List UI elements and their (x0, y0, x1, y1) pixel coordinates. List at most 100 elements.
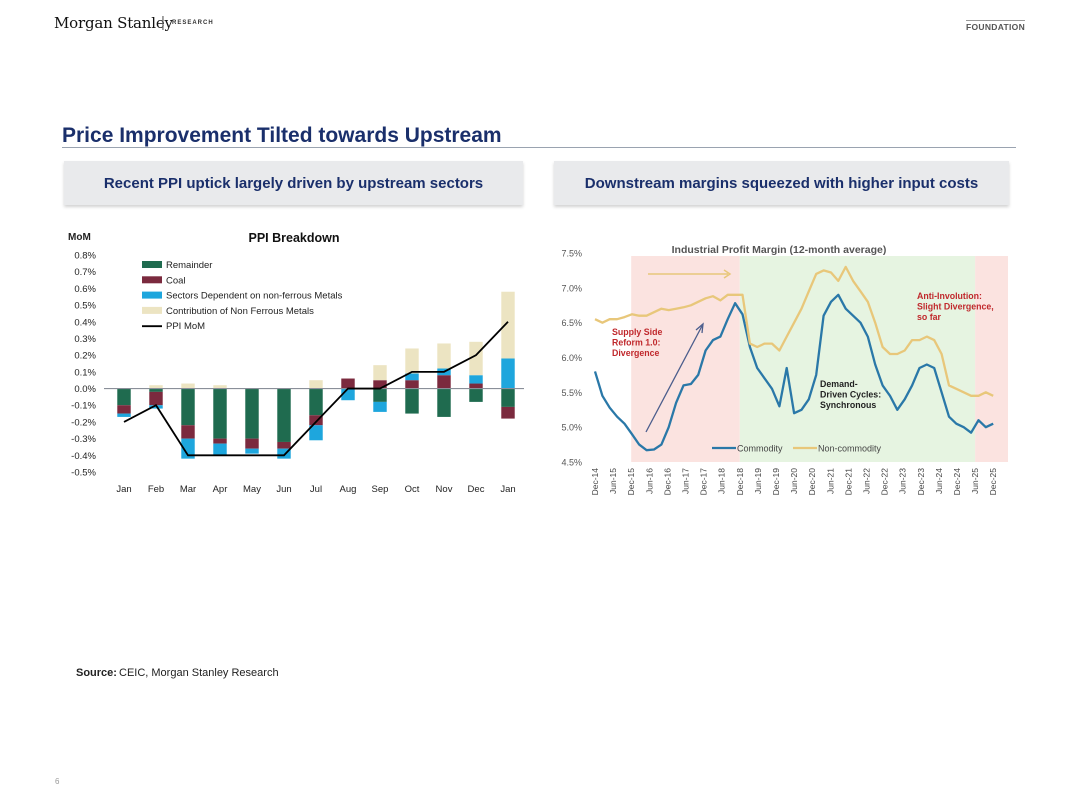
y-tick-label: 4.5% (561, 458, 582, 468)
x-tick-label: Jun-21 (825, 468, 835, 494)
bar-segment (501, 406, 515, 419)
legend-swatch (142, 306, 162, 314)
trend-arrow-head (723, 269, 732, 279)
phase-annotation: Supply Side Reform 1.0: Divergence (612, 327, 662, 358)
source-text: CEIC, Morgan Stanley Research (119, 667, 279, 679)
legend-swatch (142, 261, 162, 268)
y-tick-label: -0.5% (71, 468, 96, 479)
bar-segment (501, 358, 515, 389)
bar-segment (437, 343, 451, 369)
page-number: 6 (55, 777, 60, 786)
bar-segment (213, 438, 227, 444)
bar-segment (149, 388, 163, 392)
x-tick-label: Dec-14 (590, 468, 600, 496)
x-tick-label: Jul (310, 484, 322, 495)
x-tick-label: Dec-20 (807, 468, 817, 496)
trend-arrow-head (695, 322, 704, 334)
y-tick-label: 5.5% (561, 388, 582, 398)
x-tick-label: Aug (340, 484, 357, 495)
x-tick-label: Feb (148, 484, 164, 495)
trend-arrow-line (645, 325, 703, 433)
bar-segment (469, 375, 483, 384)
bar-segment (117, 405, 131, 414)
x-tick-label: May (243, 484, 261, 495)
bar-segment (373, 388, 387, 402)
y-tick-label: 0.4% (74, 317, 96, 328)
bar-segment (437, 375, 451, 389)
x-tick-label: Jun-19 (753, 468, 763, 494)
bar-segment (277, 448, 291, 459)
x-tick-label: Dec-22 (880, 468, 890, 496)
legend-label: Contribution of Non Ferrous Metals (166, 306, 314, 317)
legend-label: PPI MoM (166, 321, 205, 332)
bar-segment (309, 380, 323, 389)
legend-label: Sectors Dependent on non-ferrous Metals (166, 291, 343, 302)
bar-segment (469, 341, 483, 376)
bar-segment (341, 388, 355, 401)
x-tick-label: Dec-25 (988, 468, 998, 496)
left-panel-heading: Recent PPI uptick largely driven by upst… (64, 161, 523, 205)
x-tick-label: Jun-25 (970, 468, 980, 494)
y-tick-label: 6.5% (561, 318, 582, 328)
phase-band (631, 256, 740, 462)
legend-label: Non-commodity (818, 444, 882, 454)
bar-segment (117, 413, 131, 417)
bar-segment (501, 388, 515, 407)
ppi-breakdown-chart: MoM PPI Breakdown 0.8% 0.7% 0.6% 0.5% 0.4% 0.3%… (68, 231, 524, 495)
chart-title: PPI Breakdown (249, 231, 340, 245)
x-tick-label: Jun-23 (898, 468, 908, 494)
x-tick-label: Dec-16 (662, 468, 672, 496)
bar-segment (277, 388, 291, 442)
x-tick-label: Jun-17 (681, 468, 691, 494)
x-tick-label: Mar (180, 484, 196, 495)
right-panel-heading: Downstream margins squeezed with higher … (554, 161, 1009, 205)
x-tick-label: Jun (276, 484, 291, 495)
bar-segment (469, 388, 483, 402)
x-tick-label: Dec-24 (952, 468, 962, 496)
source-label: Source: (76, 667, 117, 679)
legend-swatch (142, 276, 162, 284)
bar-segment (373, 365, 387, 381)
y-tick-label: 0.7% (74, 267, 96, 278)
x-tick-label: Dec-19 (771, 468, 781, 496)
x-tick-label: Jun-15 (608, 468, 618, 494)
x-tick-label: Jun-18 (717, 468, 727, 494)
x-tick-label: Dec-15 (626, 468, 636, 496)
bar-segment (309, 425, 323, 441)
bar-segment (117, 388, 131, 406)
page-title: Price Improvement Tilted towards Upstrea… (62, 124, 502, 147)
y-tick-label: 0.5% (74, 301, 96, 312)
x-tick-label: Dec-18 (735, 468, 745, 496)
bar-segment (149, 391, 163, 406)
x-tick-label: Jun-16 (644, 468, 654, 494)
chart-title: Industrial Profit Margin (12-month avera… (672, 244, 887, 256)
x-tick-label: Oct (405, 484, 420, 495)
x-tick-label: Jun-20 (789, 468, 799, 494)
bar-segment (181, 388, 195, 426)
bar-segment (213, 388, 227, 439)
y-tick-label: 0.3% (74, 334, 96, 345)
phase-annotation: Demand-Driven Cycles: Synchronous (820, 379, 881, 410)
x-tick-label: Jan (116, 484, 131, 495)
bar-segment (405, 373, 419, 381)
x-tick-label: Jan (500, 484, 515, 495)
bar-segment (181, 383, 195, 389)
x-tick-label: Nov (436, 484, 453, 495)
bar-segment (373, 401, 387, 412)
phase-band (739, 256, 976, 462)
x-tick-label: Dec-21 (843, 468, 853, 496)
brand-separator: | (161, 14, 165, 31)
legend-label: Remainder (166, 260, 212, 271)
y-tick-label: -0.3% (71, 434, 96, 445)
bar-segment (181, 438, 195, 459)
series-line-commodity (593, 293, 994, 452)
y-tick-label: 0.6% (74, 284, 96, 295)
bar-segment (309, 415, 323, 426)
series-line-non-commodity (594, 265, 994, 397)
bar-segment (309, 388, 323, 416)
y-tick-label: -0.4% (71, 451, 96, 462)
legend-label: Commodity (737, 444, 783, 454)
bar-segment (245, 438, 259, 449)
ppi-mom-line (123, 321, 509, 457)
brand-subtitle: RESEARCH (172, 20, 214, 26)
